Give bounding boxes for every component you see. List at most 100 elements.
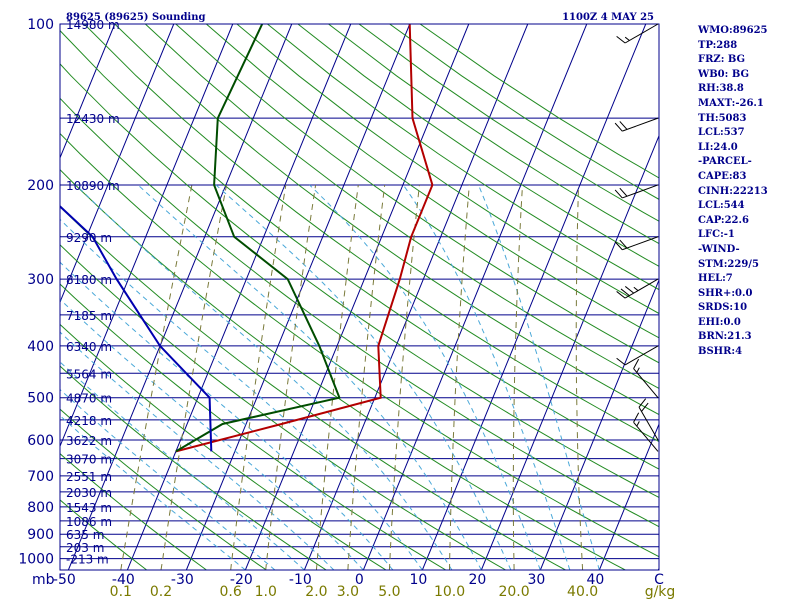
isotherm-line — [185, 24, 411, 570]
isotherm-line — [598, 422, 659, 570]
temperature-tick-label: -50 — [53, 572, 76, 588]
grid-lines — [0, 24, 659, 570]
moist-adiabat-line — [60, 298, 364, 570]
pressure-unit-label: mb — [32, 572, 55, 588]
index-item: HEL:7 — [698, 273, 733, 285]
mixing-ratio-label: 3.0 — [337, 584, 359, 600]
height-label: 7185 m — [66, 309, 112, 323]
pressure-tick-label: 200 — [27, 178, 54, 194]
dry-adiabat-line — [205, 24, 659, 339]
index-item: CINH:22213 — [698, 185, 768, 197]
index-item: EHI:0.0 — [698, 316, 741, 328]
mixing-ratio-line — [347, 184, 386, 570]
moist-adiabat-line — [60, 218, 423, 570]
temperature-tick-label: 30 — [527, 572, 545, 588]
temperature-profile — [175, 24, 434, 453]
dry-adiabat-line — [60, 365, 327, 570]
height-label: 14980 m — [66, 18, 120, 32]
wind-barb — [616, 23, 659, 44]
pressure-tick-label: 600 — [27, 433, 54, 449]
pressure-tick-label: 800 — [27, 500, 54, 516]
temperature-tick-label: -10 — [289, 572, 312, 588]
index-item: WMO:89625 — [698, 25, 768, 36]
height-label: 10890 m — [66, 179, 120, 193]
dry-adiabat-line — [114, 24, 659, 416]
temperature-tick-label: -30 — [171, 572, 194, 588]
parcel-profile — [60, 205, 213, 452]
dry-adiabat-line — [60, 132, 659, 558]
index-item: WB0: BG — [698, 68, 749, 80]
moist-adiabat-line — [75, 184, 453, 570]
pressure-tick-label: 100 — [27, 17, 54, 33]
height-label: 635 m — [66, 528, 104, 542]
isotherm-line — [60, 24, 116, 160]
chart-title: 89625 (89625) Sounding — [66, 12, 206, 23]
isotherm-line — [0, 24, 56, 570]
height-label: 2551 m — [66, 470, 112, 484]
moist-adiabat-line — [137, 184, 482, 570]
temperature-tick-label: 40 — [586, 572, 604, 588]
height-label: 8180 m — [66, 273, 112, 287]
height-label: 2030 m — [66, 486, 112, 500]
height-label: 6340 m — [66, 340, 112, 354]
wind-barb — [616, 278, 659, 299]
dry-adiabat-line — [60, 453, 207, 570]
dry-adiabat-line — [83, 24, 659, 443]
temperature-tick-label: 0 — [355, 572, 364, 588]
moist-adiabat-line — [60, 388, 276, 570]
height-label: 3622 m — [66, 434, 112, 448]
index-item: BSHR:4 — [698, 346, 743, 358]
index-item: CAPE:83 — [698, 170, 747, 182]
mixing-ratio-line — [265, 184, 317, 570]
dry-adiabat-line — [297, 24, 659, 267]
index-item: RH:38.8 — [698, 83, 744, 95]
profile-lines — [60, 24, 434, 453]
moist-adiabat-line — [402, 184, 571, 570]
index-item: FRZ: BG — [698, 54, 746, 66]
mixing-ratio-label: 1.0 — [255, 584, 277, 600]
wind-barb — [633, 412, 659, 452]
index-item: -WIND- — [698, 243, 740, 255]
mixing-ratio-label: 0.2 — [150, 584, 172, 600]
height-label: 5564 m — [66, 367, 112, 381]
pressure-tick-label: 400 — [27, 339, 54, 355]
mixing-ratio-label: 20.0 — [498, 584, 529, 600]
index-item: TP:288 — [698, 39, 738, 51]
index-item: LI:24.0 — [698, 141, 738, 153]
index-item: SRDS:10 — [698, 302, 748, 314]
dry-adiabat-line — [236, 24, 659, 315]
isotherm-line — [244, 24, 470, 570]
mixing-ratio-line — [388, 184, 420, 570]
index-item: LCL:544 — [698, 200, 745, 212]
dry-adiabat-line — [60, 63, 659, 499]
isotherm-line — [539, 278, 659, 570]
mixing-ratio-label: 2.0 — [305, 584, 327, 600]
mixing-ratio-line — [120, 184, 193, 570]
moist-adiabat-line — [60, 331, 335, 570]
dry-adiabat-line — [144, 24, 659, 389]
dry-adiabat-line — [60, 283, 447, 570]
moist-adiabat-line — [478, 184, 600, 570]
pressure-tick-label: 300 — [27, 272, 54, 288]
dry-adiabat-line — [60, 97, 659, 528]
pressure-tick-label: 1000 — [18, 552, 54, 568]
index-item: TH:5083 — [698, 112, 747, 124]
chart-time: 1100Z 4 MAY 25 — [562, 12, 654, 23]
dry-adiabat-line — [60, 29, 659, 470]
mixing-ratio-line — [315, 184, 359, 570]
temperature-tick-label: 10 — [409, 572, 427, 588]
index-item: -PARCEL- — [698, 156, 752, 168]
index-item: SHR+:0.0 — [698, 287, 753, 299]
wind-barb — [614, 236, 659, 251]
height-label: -213 m — [66, 553, 109, 567]
mixing-ratio-line — [512, 184, 523, 570]
dry-adiabat-line — [60, 206, 566, 570]
wind-barb — [633, 358, 659, 399]
moist-adiabat-line — [215, 184, 512, 570]
isotherm-line — [60, 24, 234, 448]
moist-adiabat-line — [60, 261, 394, 570]
wind-barb — [638, 398, 659, 441]
height-label: 4218 m — [66, 414, 112, 428]
